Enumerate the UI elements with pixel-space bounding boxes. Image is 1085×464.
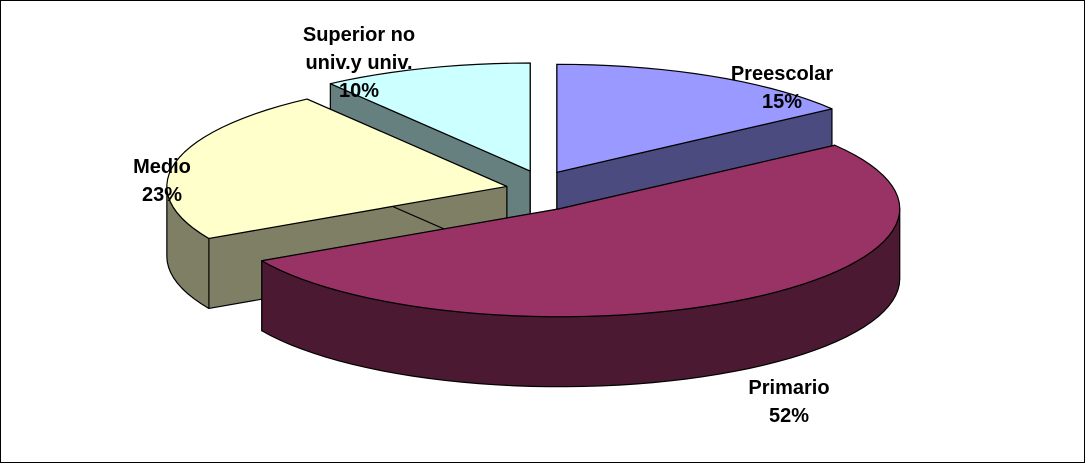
- slice-name-2: Primario: [748, 377, 829, 399]
- slice-percent-4: 10%: [339, 80, 379, 102]
- slice-percent-1: 15%: [762, 91, 802, 113]
- pie-slice-1: [556, 63, 833, 173]
- pie-tops: [166, 62, 901, 318]
- slice-percent-2: 52%: [769, 405, 809, 427]
- slice-name-3: Medio: [133, 156, 191, 178]
- slice-label-2: Primario 52%: [748, 377, 829, 427]
- slice-name-1: Preescolar: [731, 63, 834, 85]
- slice-label-4: Superior no univ.y univ. 10%: [303, 24, 415, 102]
- slice-percent-3: 23%: [142, 184, 182, 206]
- pie-slice-3: [166, 98, 508, 240]
- pie-slice-2: [261, 144, 901, 318]
- slice-name-4: Superior no: [303, 24, 415, 46]
- pie-slice-4: [329, 62, 531, 172]
- pie-labels: Preescolar 15% Primario 52% Medio 23% Superior…: [133, 24, 833, 427]
- slice-name-4: univ.y univ.: [305, 52, 412, 74]
- slice-label-3: Medio 23%: [133, 156, 191, 206]
- slice-label-1: Preescolar 15%: [731, 63, 834, 113]
